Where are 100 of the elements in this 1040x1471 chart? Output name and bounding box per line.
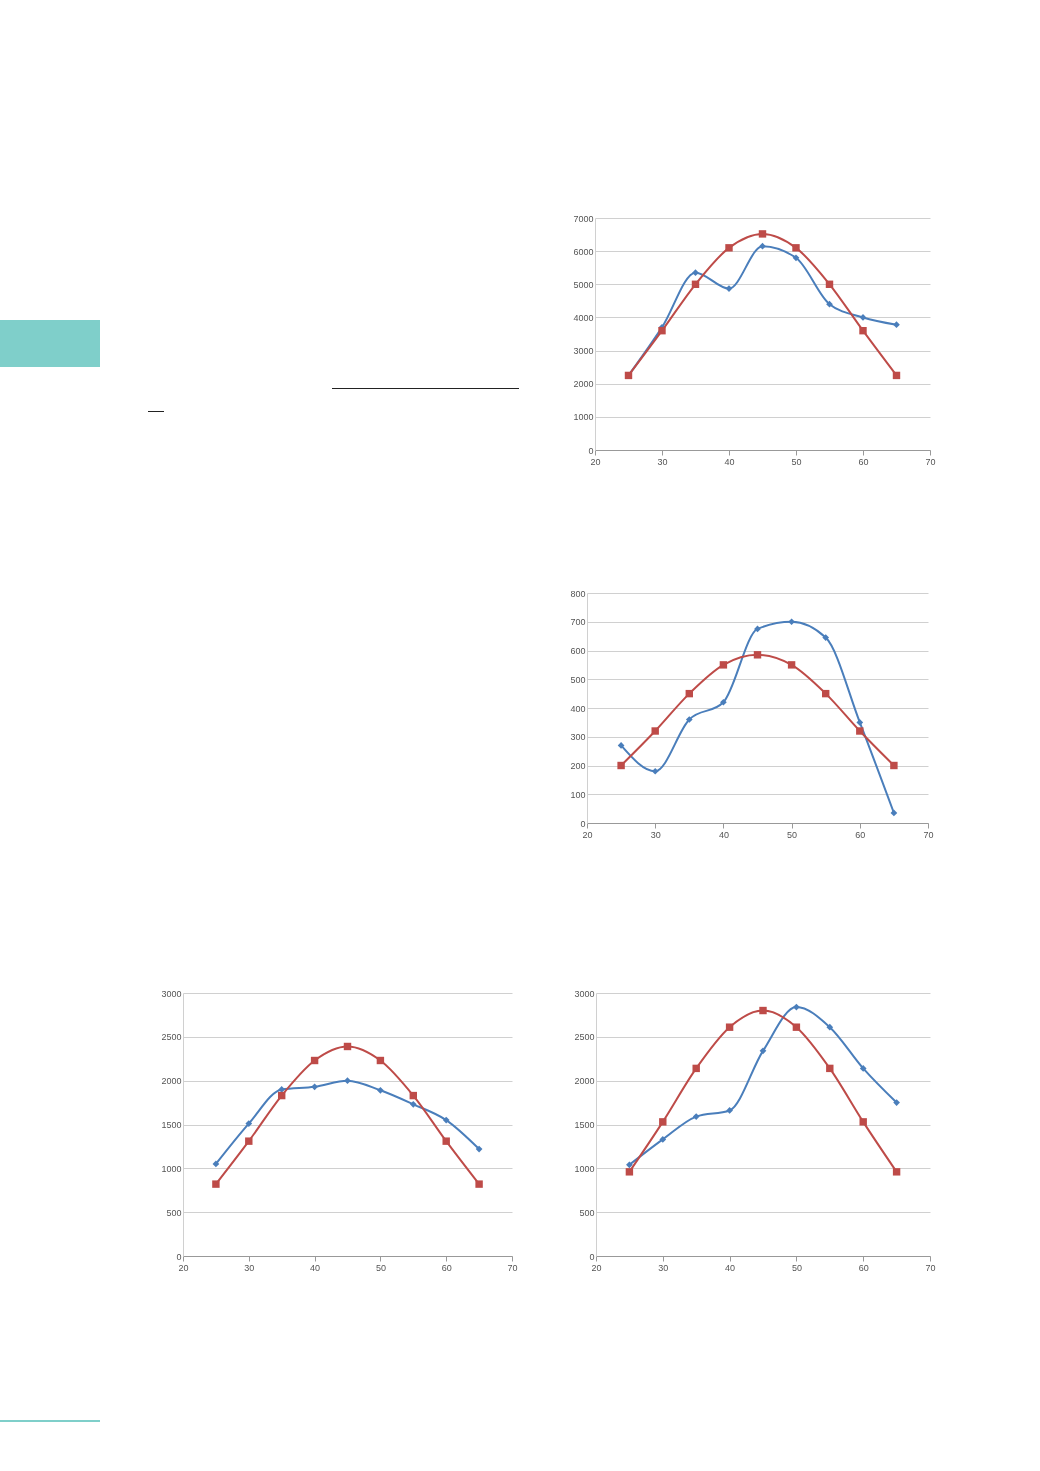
point [759,1006,767,1015]
y-tick-label: 6000 [573,246,594,257]
x-tick-label: 50 [375,1262,386,1273]
point [344,1077,351,1085]
point [685,716,693,723]
y-tick-label: 7000 [573,213,594,224]
y-tick-label: 1000 [161,1163,182,1174]
x-tick-label: 60 [855,829,866,840]
point [719,661,728,669]
y-tick-label: 5000 [573,279,594,290]
point [759,242,766,250]
x-tick-label: 70 [923,829,934,840]
x-tick-label: 40 [724,456,735,467]
point [822,634,830,641]
point [892,1168,901,1176]
point [692,269,699,277]
point [278,1086,286,1093]
y-tick-label: 3000 [161,988,182,999]
point [792,244,800,252]
y-tick-label: 2000 [161,1076,182,1087]
point [245,1137,253,1145]
point [442,1137,450,1145]
point [792,1023,801,1031]
point [893,321,900,329]
y-tick-label: 2000 [574,1076,595,1087]
y-tick-label: 700 [570,617,586,628]
y-tick-label: 1500 [161,1120,182,1130]
point [859,326,867,335]
x-tick-label: 20 [590,456,601,467]
x-tick-label: 50 [787,829,798,840]
point [212,1180,220,1188]
point [692,1064,700,1073]
point [651,727,659,735]
point [758,230,767,238]
x-tick-label: 30 [244,1262,255,1273]
point [625,1168,634,1176]
point [859,1065,867,1072]
y-tick-label: 0 [589,1251,595,1262]
point [409,1100,417,1108]
point [659,1136,667,1143]
x-tick-label: 70 [925,456,936,467]
point [890,809,898,817]
point [753,651,762,659]
x-tick-label: 40 [310,1262,321,1273]
x-tick-label: 40 [718,829,729,840]
point [792,254,800,262]
x-tick-label: 30 [658,1262,669,1273]
point [617,742,625,749]
x-tick-label: 30 [650,829,661,840]
y-tick-label: 1500 [574,1120,595,1130]
y-tick-label: 200 [570,761,586,771]
point [626,1161,633,1169]
y-tick-label: 2500 [574,1032,595,1043]
point [856,727,864,735]
point [475,1145,483,1153]
y-tick-label: 3000 [574,988,595,999]
y-tick-label: 500 [166,1207,182,1218]
point [826,1064,834,1073]
point [725,244,733,252]
y-tick-label: 1000 [574,1163,595,1174]
point [890,761,898,770]
x-tick-label: 20 [582,829,593,840]
y-tick-label: 400 [570,703,586,714]
y-tick-label: 600 [570,646,586,656]
x-tick-label: 20 [178,1262,189,1273]
x-tick-label: 70 [925,1262,936,1273]
y-tick-label: 300 [570,732,586,743]
point [311,1083,318,1091]
point [787,661,796,669]
y-tick-label: 100 [570,789,586,800]
x-tick-label: 40 [725,1262,736,1273]
point [658,326,666,335]
point [617,761,625,770]
point [725,1023,734,1031]
y-tick-label: 0 [176,1251,182,1262]
point [826,300,833,308]
y-tick-label: 1000 [573,412,594,423]
point [442,1116,450,1124]
y-tick-label: 2000 [573,379,594,390]
y-tick-label: 0 [588,445,594,456]
y-tick-label: 3000 [573,346,594,357]
point [245,1120,253,1127]
point [788,618,795,626]
point [826,1023,834,1031]
y-tick-label: 4000 [573,312,594,323]
point [726,1107,733,1114]
x-tick-label: 50 [791,456,802,467]
point [859,1118,867,1126]
y-tick-label: 500 [570,674,586,685]
point [475,1180,483,1188]
y-tick-label: 500 [579,1207,595,1218]
x-tick-label: 30 [657,456,668,467]
point [759,1047,767,1055]
point [720,698,727,706]
y-tick-label: 0 [580,818,586,829]
y-tick-label: 800 [570,588,586,599]
x-tick-label: 60 [858,456,869,467]
point [659,1118,667,1126]
point [856,719,864,726]
y-tick-label: 2500 [161,1032,182,1043]
